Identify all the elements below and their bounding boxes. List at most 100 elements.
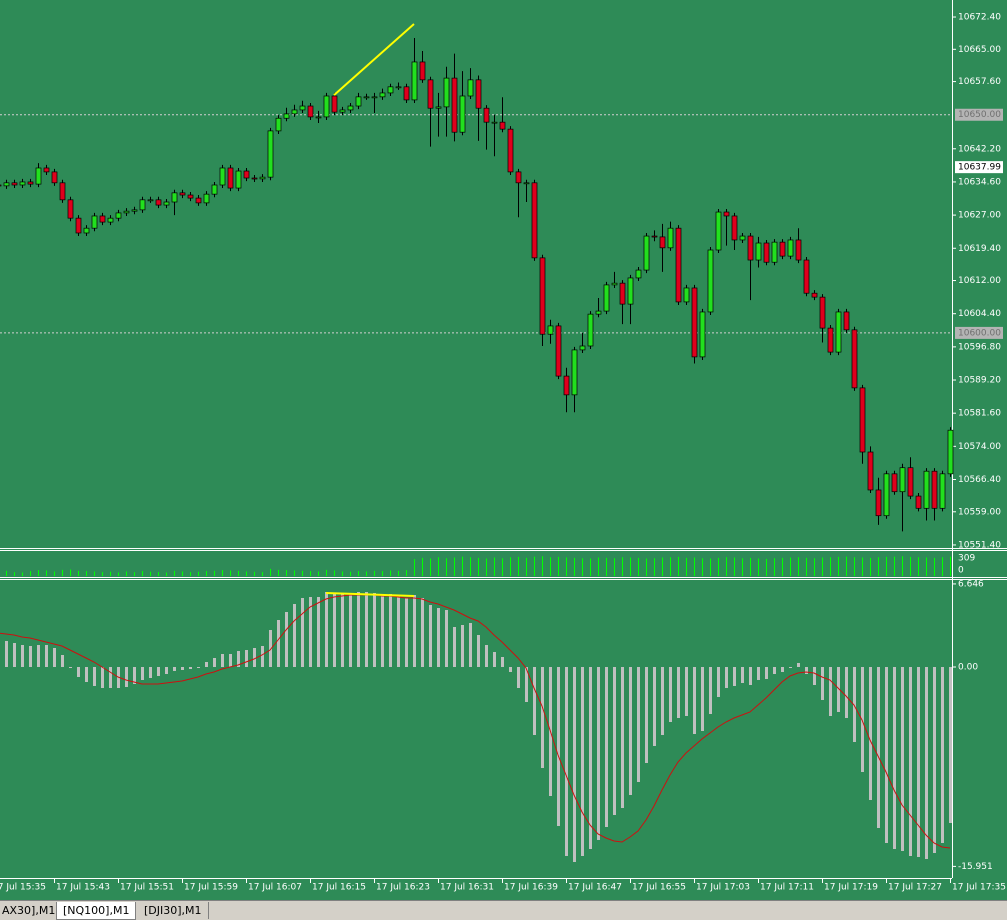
candle-body	[67, 199, 74, 219]
candle-body	[539, 257, 546, 335]
macd-bar	[221, 654, 224, 667]
candle-body	[99, 215, 106, 223]
macd-bar	[541, 667, 544, 768]
macd-bar	[709, 667, 712, 714]
candle-body	[859, 387, 866, 453]
candle-body	[3, 182, 10, 187]
y-tick-label: 10672.40	[958, 13, 1001, 23]
x-tick-label: 17 Jul 17:35	[952, 883, 1006, 893]
macd-bar	[725, 667, 728, 688]
macd-bar	[757, 667, 760, 680]
macd-bar	[349, 593, 352, 667]
macd-bar	[149, 667, 152, 678]
macd-bar	[805, 667, 808, 674]
candle-body	[451, 77, 458, 133]
candle-body	[467, 79, 474, 97]
macd-bar	[13, 643, 16, 667]
candle-body	[379, 92, 386, 98]
candle-body	[899, 467, 906, 493]
y-tick-label: 309	[958, 554, 975, 564]
macd-bar	[661, 667, 664, 735]
candle-body	[331, 95, 338, 113]
candle-body	[427, 79, 434, 109]
candle-body	[307, 105, 314, 118]
candle-body	[211, 184, 218, 195]
macd-bar	[621, 667, 624, 808]
candle-body	[627, 277, 634, 305]
candle-body	[707, 249, 714, 313]
candle-body	[611, 282, 618, 286]
y-tick-label: 10657.60	[958, 77, 1001, 87]
candle-body	[915, 495, 922, 509]
candle-body	[715, 211, 722, 251]
candle-body	[947, 429, 954, 475]
y-tick-label: 6.646	[958, 579, 984, 589]
macd-bar	[461, 625, 464, 667]
macd-bar	[45, 645, 48, 667]
macd-bar	[341, 593, 344, 667]
candle-body	[683, 287, 690, 303]
candle-body	[795, 239, 802, 261]
tab[interactable]: AX30],M1	[0, 902, 63, 919]
x-tick-label: 17 Jul 17:11	[760, 883, 814, 893]
x-tick-label: 17 Jul 17:19	[824, 883, 878, 893]
macd-bar	[397, 595, 400, 667]
x-tick-label: 17 Jul 16:55	[632, 883, 686, 893]
candle-body	[499, 121, 506, 130]
candle-body	[219, 167, 226, 186]
candle-body	[635, 269, 642, 279]
candle-body	[171, 192, 178, 203]
tab[interactable]: [DJI30],M1	[138, 902, 209, 919]
macd-bar	[517, 667, 520, 688]
candle-body	[475, 79, 482, 109]
candle-body	[747, 235, 754, 261]
macd-bar	[693, 667, 696, 734]
macd-bar	[429, 605, 432, 667]
macd-bar	[245, 650, 248, 667]
background	[0, 0, 1007, 900]
macd-bar	[413, 595, 416, 667]
candle-body	[123, 210, 130, 214]
macd-bar	[229, 654, 232, 667]
candle-body	[691, 287, 698, 358]
candle-body	[483, 107, 490, 123]
x-tick-label: 17 Jul 16:31	[440, 883, 494, 893]
candle-body	[131, 209, 138, 212]
y-tick-label: 0	[958, 566, 964, 576]
candle-body	[403, 86, 410, 101]
tab[interactable]: [NQ100],M1	[56, 902, 137, 920]
candle-body	[155, 199, 162, 206]
y-tick-label: 10589.20	[958, 376, 1001, 386]
candle-body	[939, 473, 946, 509]
candle-body	[907, 467, 914, 497]
macd-bar	[269, 630, 272, 667]
candle-body	[147, 199, 154, 202]
macd-bar	[325, 592, 328, 667]
macd-bar	[485, 645, 488, 667]
candle-body	[755, 242, 762, 261]
macd-bar	[653, 667, 656, 746]
macd-bar	[821, 667, 824, 700]
candle-body	[35, 167, 42, 185]
candle-body	[51, 171, 58, 184]
macd-bar	[701, 667, 704, 731]
candle-body	[779, 241, 786, 257]
macd-bar	[885, 667, 888, 843]
macd-bar	[837, 667, 840, 712]
x-tick-label: 17 Jul 16:23	[376, 883, 430, 893]
candle-body	[75, 217, 82, 234]
macd-bar	[333, 593, 336, 667]
macd-bar	[845, 667, 848, 718]
macd-bar	[69, 667, 72, 668]
candle-body	[371, 96, 378, 99]
x-tick-label: 17 Jul 17:27	[888, 883, 942, 893]
x-tick-label: 17 Jul 15:51	[120, 883, 174, 893]
candle-body	[411, 61, 418, 101]
macd-bar	[869, 667, 872, 800]
price-label-box	[955, 161, 1003, 174]
macd-bar	[93, 667, 96, 686]
macd-bar	[189, 667, 192, 669]
macd-bar	[597, 667, 600, 840]
candle-body	[763, 242, 770, 263]
